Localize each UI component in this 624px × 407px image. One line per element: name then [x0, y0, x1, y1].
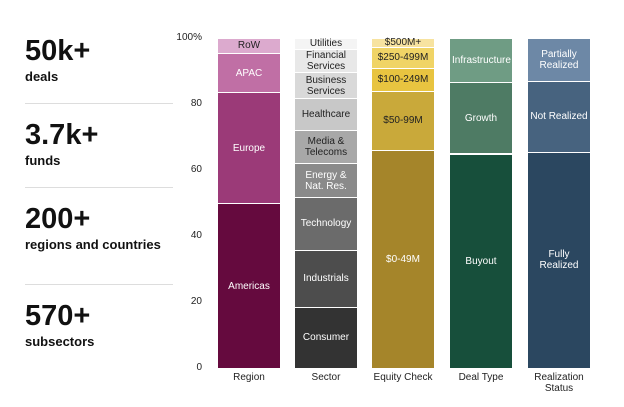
- segment-label: Buyout: [465, 255, 497, 267]
- y-tick-label: 60: [190, 164, 202, 175]
- stat-label-text: deals: [25, 69, 59, 84]
- bar-segment: Not Realized: [528, 80, 590, 152]
- stat: 50k+ deals: [25, 35, 173, 84]
- stat-value-text: 3.7k+: [25, 119, 99, 151]
- separator: [25, 103, 173, 104]
- stat-label-text: subsectors: [25, 334, 95, 349]
- bar-segment: Healthcare: [295, 98, 357, 131]
- stat-label: regions and countries: [25, 237, 173, 252]
- segment-label: $500M+: [384, 37, 422, 49]
- bar-segment: Technology: [295, 197, 357, 250]
- x-tick-label: Sector: [291, 372, 361, 383]
- bar-segment: Utilities: [295, 38, 357, 49]
- segment-label: Industrials: [303, 273, 349, 285]
- segment-label: Infrastructure: [452, 54, 511, 66]
- bar-segment: Industrials: [295, 249, 357, 307]
- stat: 570+ subsectors: [25, 300, 173, 349]
- segment-label: Energy & Nat. Res.: [305, 169, 347, 192]
- stat-label: subsectors: [25, 334, 173, 349]
- bar-segment: Fully Realized: [528, 151, 590, 368]
- stat-value-text: 570+: [25, 300, 91, 332]
- bar-segment: $100-249M: [372, 67, 434, 91]
- separator: [25, 187, 173, 188]
- x-tick-label: Equity Check: [368, 372, 438, 383]
- segment-label: Technology: [300, 218, 352, 230]
- stat: 200+ regions and countries: [25, 203, 173, 252]
- bar-segment: $500M+: [372, 37, 434, 49]
- stat-label-text: funds: [25, 153, 61, 168]
- y-tick-label: 40: [190, 230, 202, 241]
- y-tick-label: 0: [196, 362, 202, 373]
- segment-label: Media & Telecoms: [304, 136, 348, 159]
- stat-value-text: 200+: [25, 203, 91, 235]
- stat-value: 3.7k+: [25, 119, 173, 151]
- x-tick-text: Equity Check: [373, 372, 433, 383]
- segment-label: RoW: [237, 40, 261, 52]
- y-tick-label: 20: [190, 296, 202, 307]
- bar-segment: $0-49M: [372, 150, 434, 368]
- x-tick-text: Deal Type: [458, 372, 504, 383]
- bar-segment: APAC: [218, 52, 280, 93]
- segment-label: Partially Realized: [539, 48, 579, 71]
- segment-label: $0-49M: [386, 254, 420, 266]
- segment-label: Growth: [464, 112, 498, 124]
- x-tick-label: Realization Status: [524, 372, 594, 394]
- stat-value: 50k+: [25, 35, 173, 67]
- segment-label: Business Services: [305, 74, 347, 97]
- y-tick-label: 100%: [176, 32, 202, 43]
- bar-segment: Partially Realized: [528, 38, 590, 81]
- bar-segment: Business Services: [295, 71, 357, 99]
- bar-segment: Americas: [218, 203, 280, 368]
- segment-label: Consumer: [302, 332, 350, 344]
- segment-label: Utilities: [309, 38, 343, 50]
- x-tick-text: Realization Status: [534, 372, 584, 394]
- bar-segment: Buyout: [450, 153, 512, 368]
- segment-label: $250-499M: [377, 52, 429, 64]
- bar-segment: $250-499M: [372, 46, 434, 68]
- stat-value-text: 50k+: [25, 35, 91, 67]
- x-tick-label: Deal Type: [446, 372, 516, 383]
- segment-label: Financial Services: [305, 49, 347, 72]
- stat: 3.7k+ funds: [25, 119, 173, 168]
- segment-label: Not Realized: [530, 111, 588, 123]
- segment-label: APAC: [235, 67, 263, 79]
- y-tick-label: 80: [190, 98, 202, 109]
- segment-label: Healthcare: [301, 109, 351, 121]
- stat-label: deals: [25, 69, 173, 84]
- stat-value: 570+: [25, 300, 173, 332]
- segment-label: Europe: [232, 142, 266, 154]
- bar-segment: Financial Services: [295, 48, 357, 72]
- segment-label: Fully Realized: [539, 249, 579, 272]
- bar-segment: $50-99M: [372, 90, 434, 151]
- stat-label-text: regions and countries: [25, 237, 161, 252]
- stat-value: 200+: [25, 203, 173, 235]
- bar-segment: RoW: [218, 38, 280, 53]
- segment-label: Americas: [228, 280, 270, 292]
- x-tick-label: Region: [214, 372, 284, 383]
- x-tick-text: Sector: [311, 372, 341, 383]
- stat-label: funds: [25, 153, 173, 168]
- x-tick-text: Region: [233, 372, 265, 383]
- bar-segment: Europe: [218, 92, 280, 203]
- bar-segment: Energy & Nat. Res.: [295, 163, 357, 198]
- bar-segment: Growth: [450, 81, 512, 154]
- segment-label: $50-99M: [383, 115, 423, 127]
- bar-segment: Consumer: [295, 306, 357, 368]
- bar-segment: Infrastructure: [450, 38, 512, 82]
- segment-label: $100-249M: [377, 74, 429, 86]
- bar-segment: Media & Telecoms: [295, 130, 357, 164]
- separator: [25, 284, 173, 285]
